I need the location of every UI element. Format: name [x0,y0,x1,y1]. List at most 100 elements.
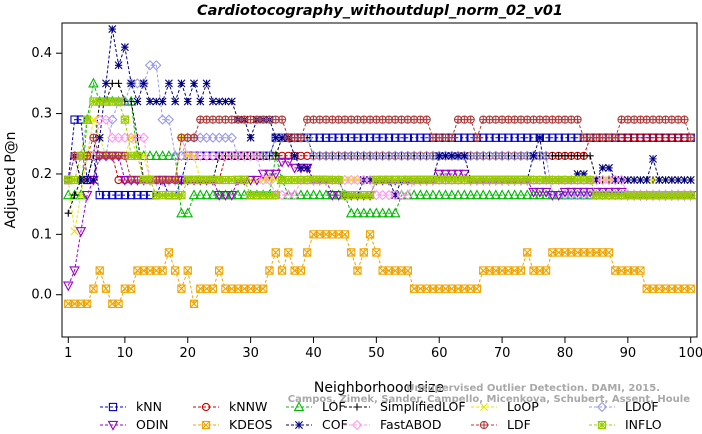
data-point [215,97,224,106]
data-point [673,133,683,142]
data-point [114,299,123,308]
x-tick-label: 60 [431,346,448,361]
legend-item: LOF [286,399,346,414]
legend-label: ODIN [136,417,169,432]
data-point [283,157,294,168]
data-point [89,284,98,293]
data-point [158,266,167,275]
x-tick-label: 40 [305,346,322,361]
data-point [472,284,482,293]
data-point [503,189,514,200]
data-point [276,157,288,168]
data-point [573,152,582,160]
data-point [352,207,363,218]
data-point [194,189,206,200]
data-point [559,187,571,198]
data-point [516,266,526,275]
data-point [133,97,142,106]
data-point [496,189,508,200]
data-point [358,207,370,218]
data-point [422,115,431,124]
x-tick-label: 1 [64,346,72,361]
data-point [466,115,475,124]
data-point [555,152,563,160]
data-point [315,133,324,142]
data-point [201,189,212,200]
data-point [648,133,658,142]
legend-marker [201,402,211,412]
data-point [636,176,645,184]
data-point [377,207,388,218]
data-point [152,97,161,106]
data-point [372,133,381,142]
data-point [353,266,362,275]
data-point [120,190,130,200]
data-point [460,151,469,160]
legend-label: LDOF [625,399,659,414]
data-point [667,176,676,184]
legend-item: LDOF [589,399,659,414]
data-point [389,207,401,218]
data-point [528,189,539,200]
data-point [70,175,79,185]
data-point [271,133,280,142]
data-point [213,190,225,201]
data-point [553,190,565,201]
data-point [62,189,74,200]
y-axis-label: Adjusted P@n [3,131,19,228]
data-point [138,78,149,89]
data-point [89,133,98,142]
data-point [82,299,92,308]
data-point [680,176,689,184]
data-point [102,79,110,88]
x-tick-label: 70 [494,346,511,361]
data-point [435,151,444,160]
legend-item: ODIN [100,417,169,432]
data-point [88,77,99,88]
data-point [629,133,639,142]
watermark: Campos, Zimek, Sander, Campello, Micenko… [288,383,690,405]
legend-item: COF [286,417,348,432]
data-point [70,191,79,199]
data-point [521,189,533,200]
data-point [334,175,343,185]
data-point [490,189,502,200]
data-point [523,248,532,257]
data-point [108,190,117,200]
data-point [208,97,217,106]
data-point [157,150,168,160]
data-point [491,133,500,142]
data-point [259,284,268,293]
watermark-line-1: Campos, Zimek, Sander, Campello, Micenko… [288,394,690,405]
data-point [454,151,463,160]
data-point [289,163,300,174]
data-point [359,133,368,142]
data-point [529,151,538,160]
data-point [661,133,670,142]
data-point [484,189,495,200]
legend-marker [293,401,305,412]
data-point [409,133,419,142]
data-point [573,169,582,178]
data-point [416,133,425,142]
legend-marker [108,402,118,412]
chart-title: Cardiotocography_withoutdupl_norm_02_v01 [197,3,563,19]
data-point [578,187,590,198]
data-point [586,152,594,160]
data-point [686,133,695,142]
data-point [127,79,136,88]
legend-label: SimplifiedLOF [380,399,466,414]
data-point [661,176,670,184]
data-point [510,133,519,142]
data-point [391,191,400,200]
data-point [592,176,601,184]
data-point [114,79,123,87]
x-tick-label: 80 [557,346,574,361]
data-point [257,169,269,180]
data-point [133,151,142,160]
data-point [611,176,620,184]
data-point [465,189,476,200]
data-point [189,299,199,308]
data-point [133,190,142,200]
